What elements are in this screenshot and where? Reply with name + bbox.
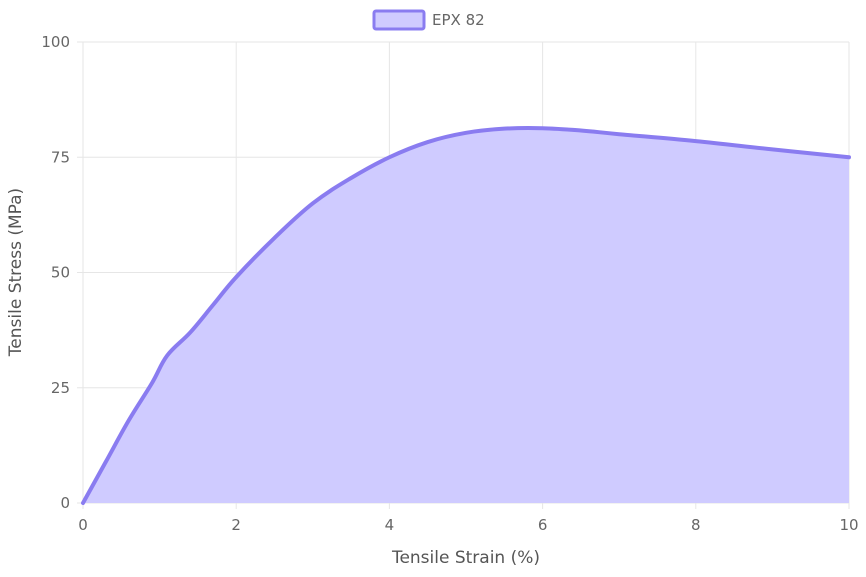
x-tick-label: 0 (78, 516, 88, 534)
x-tick-label: 8 (691, 516, 701, 534)
y-tick-label: 75 (51, 148, 70, 166)
y-tick-label: 100 (41, 33, 70, 51)
series-area (83, 127, 849, 503)
legend-swatch (372, 9, 426, 31)
y-tick-label: 50 (51, 264, 70, 282)
y-tick-label: 0 (60, 494, 70, 512)
area-layer (81, 125, 851, 505)
legend-label: EPX 82 (432, 11, 485, 29)
legend[interactable]: EPX 82 (372, 9, 485, 31)
x-tick-label: 6 (538, 516, 548, 534)
x-axis-title: Tensile Strain (%) (391, 548, 540, 568)
y-axis-title: Tensile Stress (MPa) (6, 188, 26, 357)
x-tick-label: 4 (385, 516, 395, 534)
x-tick-label: 2 (231, 516, 241, 534)
x-tick-label: 10 (839, 516, 858, 534)
y-tick-label: 25 (51, 379, 70, 397)
series-line (81, 125, 851, 505)
